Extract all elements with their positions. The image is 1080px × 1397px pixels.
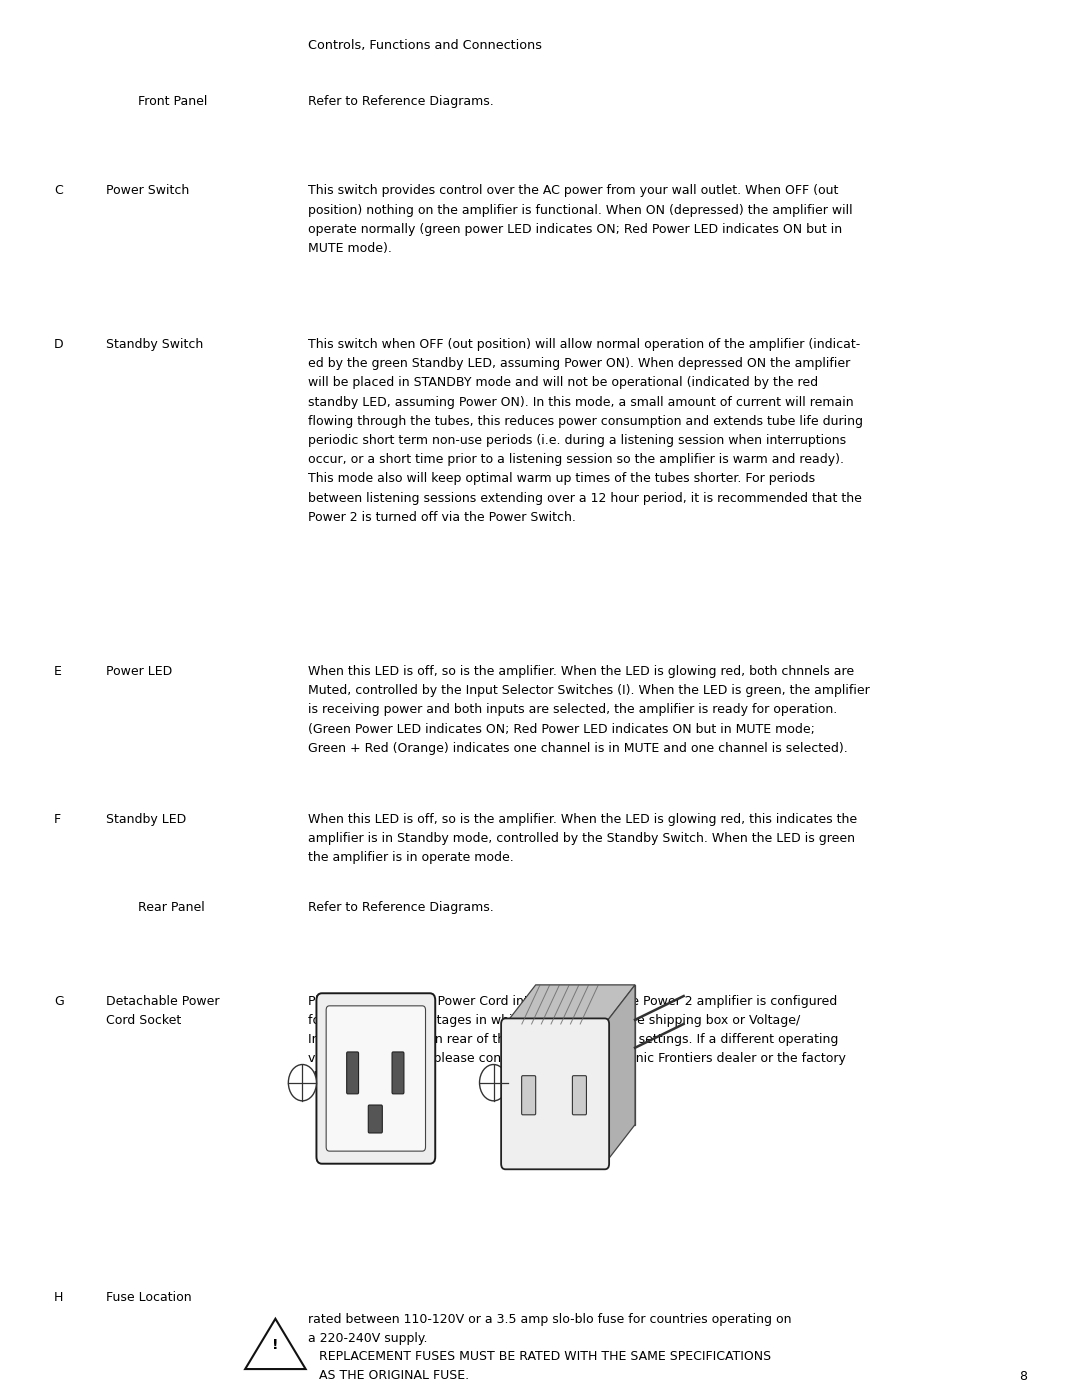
Circle shape [480,1065,508,1101]
Text: When this LED is off, so is the amplifier. When the LED is glowing red, this ind: When this LED is off, so is the amplifie… [308,813,856,865]
Polygon shape [605,985,635,1164]
Text: Controls, Functions and Connections: Controls, Functions and Connections [308,39,542,52]
FancyBboxPatch shape [572,1076,586,1115]
Circle shape [288,1065,316,1101]
Text: 8: 8 [1018,1370,1027,1383]
Text: When this LED is off, so is the amplifier. When the LED is glowing red, both chn: When this LED is off, so is the amplifie… [308,665,869,754]
Text: This switch provides control over the AC power from your wall outlet. When OFF (: This switch provides control over the AC… [308,184,852,256]
FancyBboxPatch shape [392,1052,404,1094]
Text: This switch when OFF (out position) will allow normal operation of the amplifier: This switch when OFF (out position) will… [308,338,863,524]
Text: D: D [54,338,64,351]
Text: Power Switch: Power Switch [106,184,189,197]
FancyBboxPatch shape [316,993,435,1164]
FancyBboxPatch shape [501,1018,609,1169]
Text: Standby Switch: Standby Switch [106,338,203,351]
Text: E: E [54,665,62,678]
Polygon shape [505,985,635,1024]
Text: Plug the detachable Power Cord into this socket. The Power 2 amplifier is config: Plug the detachable Power Cord into this… [308,995,846,1084]
Text: Standby LED: Standby LED [106,813,186,826]
Text: C: C [54,184,63,197]
Text: Front Panel: Front Panel [138,95,207,108]
FancyBboxPatch shape [326,1006,426,1151]
FancyBboxPatch shape [522,1076,536,1115]
FancyBboxPatch shape [347,1052,359,1094]
Text: rated between 110-120V or a 3.5 amp slo-blo fuse for countries operating on
a 22: rated between 110-120V or a 3.5 amp slo-… [308,1313,792,1345]
Text: Power LED: Power LED [106,665,172,678]
Text: !: ! [272,1338,279,1352]
Polygon shape [245,1319,306,1369]
Text: Refer to Reference Diagrams.: Refer to Reference Diagrams. [308,95,494,108]
Text: H: H [54,1291,64,1303]
Text: F: F [54,813,62,826]
FancyBboxPatch shape [368,1105,382,1133]
Polygon shape [536,985,635,1125]
Text: REPLACEMENT FUSES MUST BE RATED WITH THE SAME SPECIFICATIONS
AS THE ORIGINAL FUS: REPLACEMENT FUSES MUST BE RATED WITH THE… [319,1350,771,1382]
Text: Fuse Location: Fuse Location [106,1291,191,1303]
Text: Refer to Reference Diagrams.: Refer to Reference Diagrams. [308,901,494,914]
Text: Rear Panel: Rear Panel [138,901,205,914]
Text: G: G [54,995,64,1007]
Text: Detachable Power
Cord Socket: Detachable Power Cord Socket [106,995,219,1027]
